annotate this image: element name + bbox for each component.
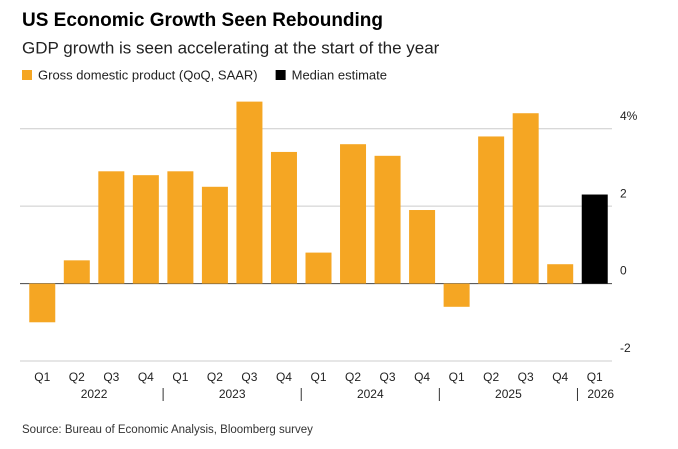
x-tick-label: Q4 <box>414 370 430 384</box>
x-tick-label: Q3 <box>241 370 257 384</box>
x-year-label: 2025 <box>495 387 522 401</box>
legend-swatch <box>275 70 286 80</box>
x-tick-label: Q3 <box>380 370 396 384</box>
bar <box>201 186 228 284</box>
x-tick-label: Q3 <box>518 370 534 384</box>
x-year-label: 2024 <box>357 387 384 401</box>
bar <box>29 283 56 323</box>
legend-swatch <box>22 70 32 80</box>
x-year-label: 2026 <box>587 387 614 401</box>
legend-label: Median estimate <box>292 67 387 82</box>
bar <box>409 210 436 284</box>
x-tick-label: Q1 <box>34 370 50 384</box>
bar <box>236 101 263 284</box>
x-tick-label: Q2 <box>69 370 85 384</box>
x-tick-label: Q1 <box>587 370 603 384</box>
x-tick-label: Q2 <box>207 370 223 384</box>
bar <box>547 264 574 284</box>
x-tick-label: Q3 <box>103 370 119 384</box>
x-tick-label: Q4 <box>552 370 568 384</box>
bar <box>374 155 401 284</box>
bar <box>478 136 505 284</box>
x-tick-label: Q4 <box>276 370 292 384</box>
bar <box>512 113 539 284</box>
bar <box>581 194 608 284</box>
y-tick-label: 2 <box>620 186 627 200</box>
chart-subtitle: GDP growth is seen accelerating at the s… <box>22 38 440 57</box>
source: Source: Bureau of Economic Analysis, Blo… <box>22 424 313 436</box>
bar <box>132 175 159 284</box>
bar <box>98 171 125 284</box>
y-tick-label: -2 <box>620 341 631 355</box>
bar <box>63 260 90 284</box>
chart-title: US Economic Growth Seen Rebounding <box>22 10 383 31</box>
y-tick-label: 0 <box>620 264 627 278</box>
x-tick-label: Q1 <box>310 370 326 384</box>
bar <box>270 151 297 284</box>
y-tick-label: 4% <box>620 109 638 123</box>
legend-label: Gross domestic product (QoQ, SAAR) <box>38 67 258 82</box>
bar <box>305 252 332 284</box>
x-tick-label: Q2 <box>483 370 499 384</box>
bar <box>443 283 470 307</box>
bar <box>167 171 194 284</box>
x-year-label: 2022 <box>81 387 108 401</box>
x-tick-label: Q4 <box>138 370 154 384</box>
x-tick-label: Q1 <box>172 370 188 384</box>
x-tick-label: Q2 <box>345 370 361 384</box>
x-tick-label: Q1 <box>449 370 465 384</box>
bar <box>340 144 367 284</box>
x-year-label: 2023 <box>219 387 246 401</box>
